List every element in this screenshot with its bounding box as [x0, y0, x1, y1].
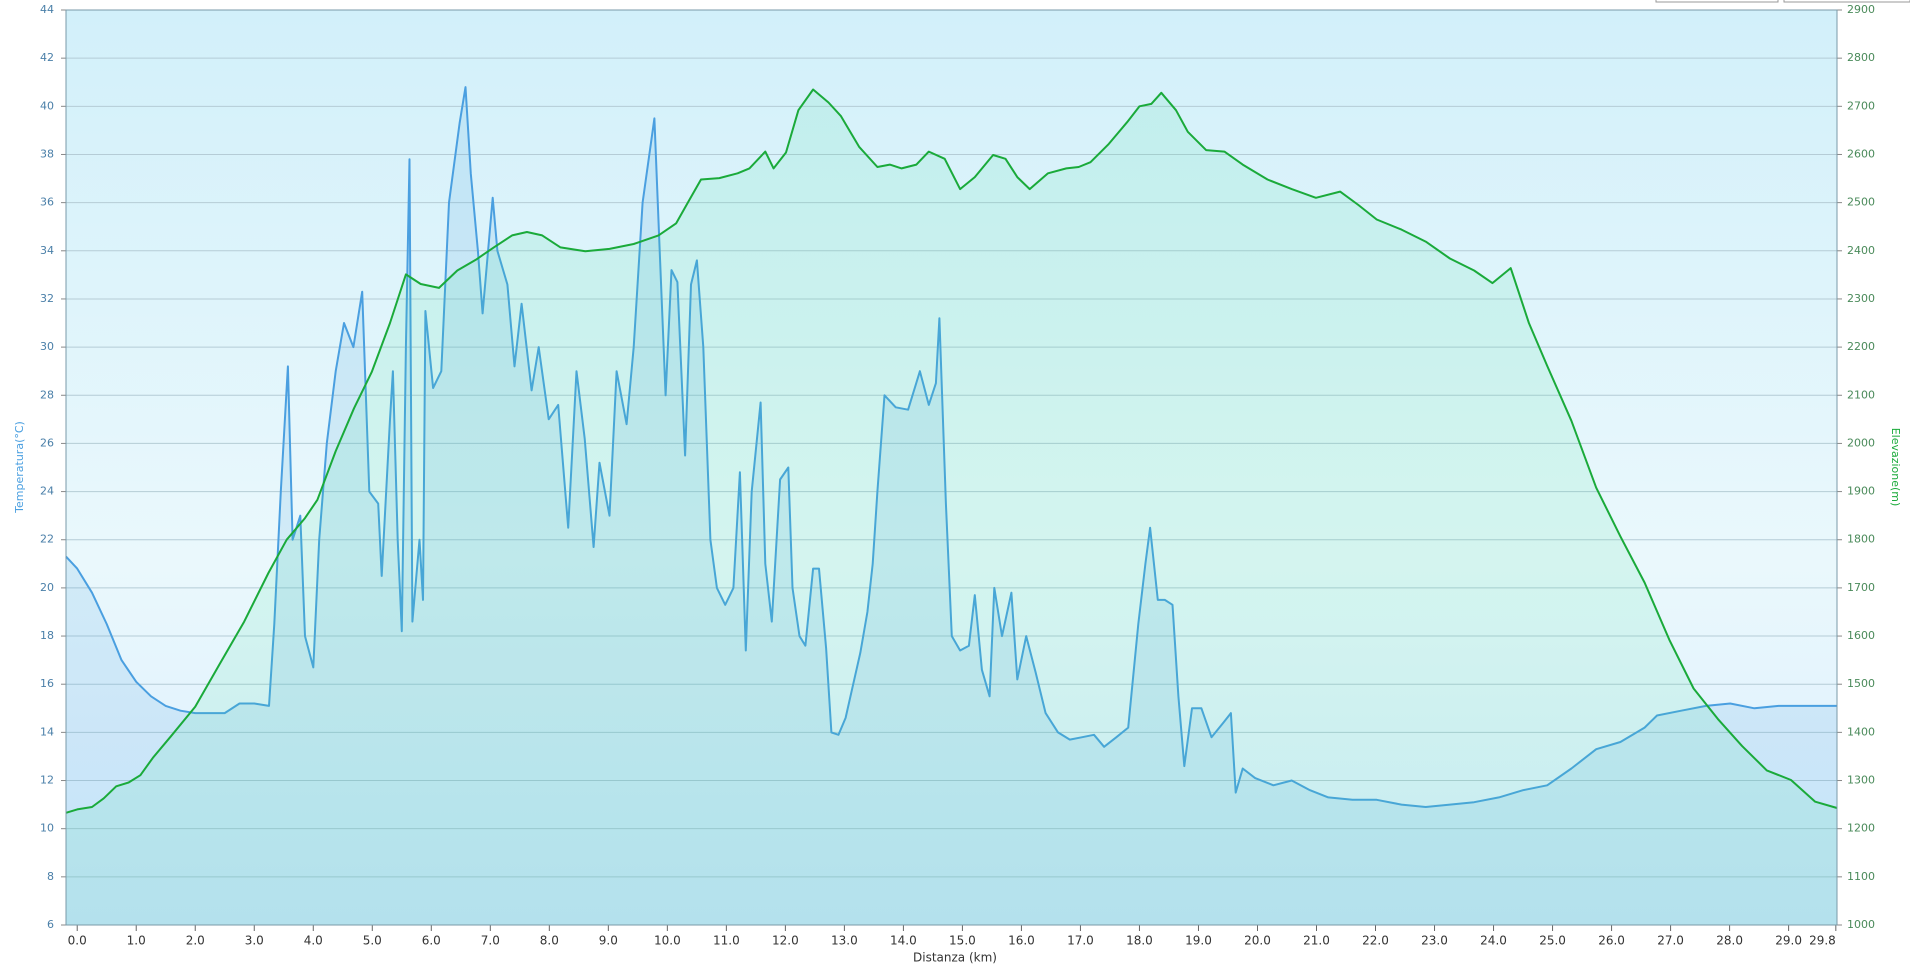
x-tick-label: 24.0 — [1480, 934, 1507, 948]
y-tick-label: 18 — [40, 629, 54, 642]
x-tick-label: 4.0 — [304, 934, 323, 948]
x-tick-label: 14.0 — [890, 934, 917, 948]
y2-tick-label: 1600 — [1847, 629, 1875, 642]
y-tick-label: 10 — [40, 822, 54, 835]
x-tick-label: 6.0 — [422, 934, 441, 948]
x-tick-label: 13.0 — [831, 934, 858, 948]
y-tick-label: 40 — [40, 99, 54, 112]
x-tick-label: 7.0 — [481, 934, 500, 948]
y2-tick-label: 1500 — [1847, 677, 1875, 690]
y-tick-label: 32 — [40, 292, 54, 305]
x-tick-label: 10.0 — [654, 934, 681, 948]
x-tick-label: 1.0 — [127, 934, 146, 948]
y2-tick-label: 2400 — [1847, 244, 1875, 257]
y-tick-label: 14 — [40, 725, 54, 738]
x-tick-label: 28.0 — [1716, 934, 1743, 948]
y-tick-label: 44 — [40, 3, 54, 16]
y2-tick-label: 1700 — [1847, 581, 1875, 594]
y-tick-label: 28 — [40, 388, 54, 401]
y-tick-label: 38 — [40, 147, 54, 160]
y2-tick-label: 1900 — [1847, 485, 1875, 498]
y-tick-label: 6 — [47, 918, 54, 931]
x-tick-label: 5.0 — [363, 934, 382, 948]
x-tick-label: 12.0 — [772, 934, 799, 948]
y-tick-label: 12 — [40, 774, 54, 787]
x-tick-label: 0.0 — [68, 934, 87, 948]
x-tick-label: 8.0 — [540, 934, 559, 948]
x-tick-label: 18.0 — [1126, 934, 1153, 948]
x-axis-label: Distanza (km) — [913, 951, 997, 965]
area — [66, 89, 1837, 925]
y-tick-label: 16 — [40, 677, 54, 690]
x-tick-label: 17.0 — [1067, 934, 1094, 948]
y-tick-label: 24 — [40, 485, 54, 498]
y-tick-label: 30 — [40, 340, 54, 353]
x-tick-label: 25.0 — [1539, 934, 1566, 948]
y2-tick-label: 2200 — [1847, 340, 1875, 353]
x-tick-label: 22.0 — [1362, 934, 1389, 948]
line — [65, 86, 1837, 808]
y2-tick-label: 2600 — [1847, 147, 1875, 160]
x-tick-label: 26.0 — [1598, 934, 1625, 948]
y-tick-label: 8 — [47, 870, 54, 883]
x-tick-label: 11.0 — [713, 934, 740, 948]
x-tick-label: 21.0 — [1303, 934, 1330, 948]
y2-tick-label: 1400 — [1847, 725, 1875, 738]
y-axis-label: Temperatura(°C) — [13, 421, 26, 514]
line — [65, 88, 1838, 814]
x-tick-label: 3.0 — [245, 934, 264, 948]
x-tick-label: 19.0 — [1185, 934, 1212, 948]
y2-tick-label: 1000 — [1847, 918, 1875, 931]
x-tick-label: 9.0 — [599, 934, 618, 948]
y-tick-label: 20 — [40, 581, 54, 594]
plot-background — [66, 10, 1837, 925]
y2-tick-label: 2800 — [1847, 51, 1875, 64]
y2-tick-label: 1100 — [1847, 870, 1875, 883]
y2-tick-label: 2000 — [1847, 436, 1875, 449]
x-tick-label: 29.0 — [1775, 934, 1802, 948]
plot-frame — [65, 9, 1838, 926]
y2-axis-label: Elevazione(m) — [1889, 428, 1902, 507]
y2-tick-label: 2900 — [1847, 3, 1875, 16]
y-tick-label: 22 — [40, 533, 54, 546]
y-tick-label: 34 — [40, 244, 54, 257]
y2-tick-label: 2700 — [1847, 99, 1875, 112]
x-tick-label: 15.0 — [949, 934, 976, 948]
y-tick-label: 36 — [40, 196, 54, 209]
x-tick-label: 27.0 — [1657, 934, 1684, 948]
y2-tick-label: 2500 — [1847, 196, 1875, 209]
y2-tick-label: 2100 — [1847, 388, 1875, 401]
y2-tick-label: 1800 — [1847, 533, 1875, 546]
y2-tick-label: 1300 — [1847, 774, 1875, 787]
x-tick-label: 23.0 — [1421, 934, 1448, 948]
y-tick-label: 26 — [40, 436, 54, 449]
y-tick-label: 42 — [40, 51, 54, 64]
y2-tick-label: 1200 — [1847, 822, 1875, 835]
area — [66, 87, 1837, 926]
x-tick-label: 16.0 — [1008, 934, 1035, 948]
x-tick-label: 29.8 — [1809, 934, 1836, 948]
toolbar-button[interactable] — [1783, 0, 1910, 3]
x-tick-label: 2.0 — [186, 934, 205, 948]
toolbar-button[interactable] — [1655, 0, 1779, 3]
y2-tick-label: 2300 — [1847, 292, 1875, 305]
x-tick-label: 20.0 — [1244, 934, 1271, 948]
